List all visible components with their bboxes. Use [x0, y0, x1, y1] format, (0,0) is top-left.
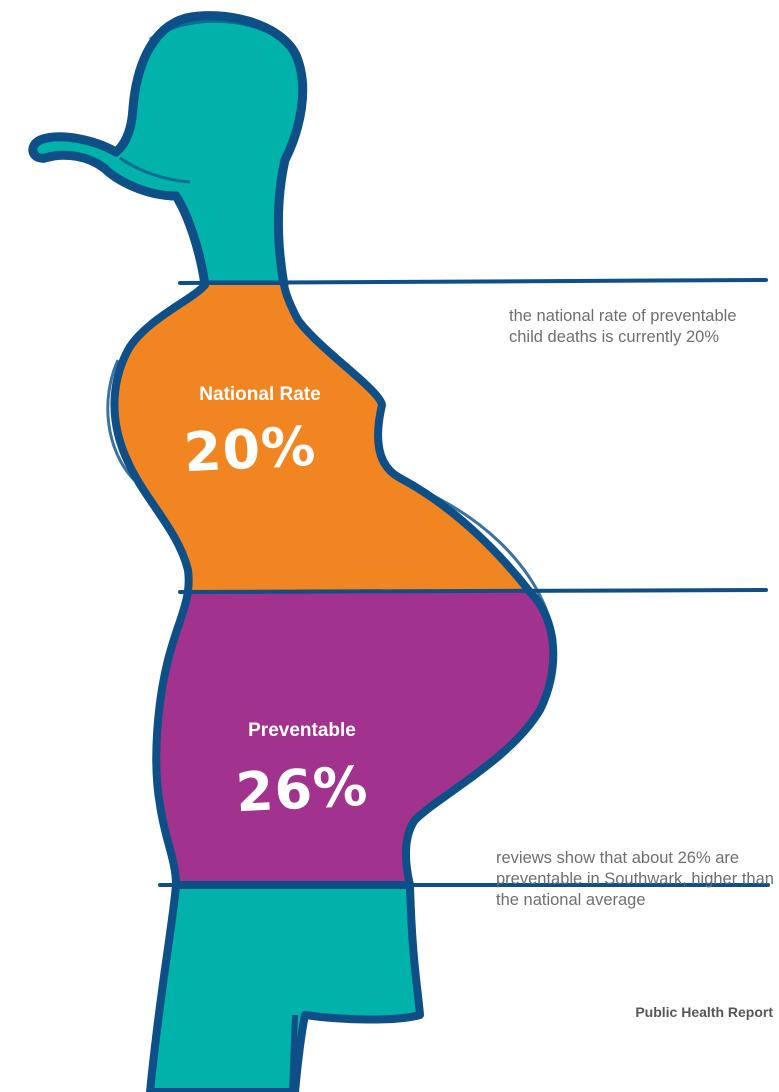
- national-rate-annotation: the national rate of preventable child d…: [509, 307, 737, 346]
- legs-silhouette: [146, 881, 424, 1092]
- preventable-annotation: reviews show that about 26% are preventa…: [496, 849, 774, 909]
- divider-line-middle: [178, 588, 768, 594]
- national-rate-value: 20%: [182, 414, 318, 485]
- head-silhouette: [28, 11, 308, 290]
- torso-outline: [110, 281, 558, 889]
- divider-line-top: [178, 278, 768, 285]
- preventable-value: 26%: [234, 754, 370, 825]
- national-rate-label: National Rate: [199, 384, 321, 405]
- footer-report-title: Public Health Report: [635, 1004, 773, 1020]
- preventable-label: Preventable: [248, 720, 356, 741]
